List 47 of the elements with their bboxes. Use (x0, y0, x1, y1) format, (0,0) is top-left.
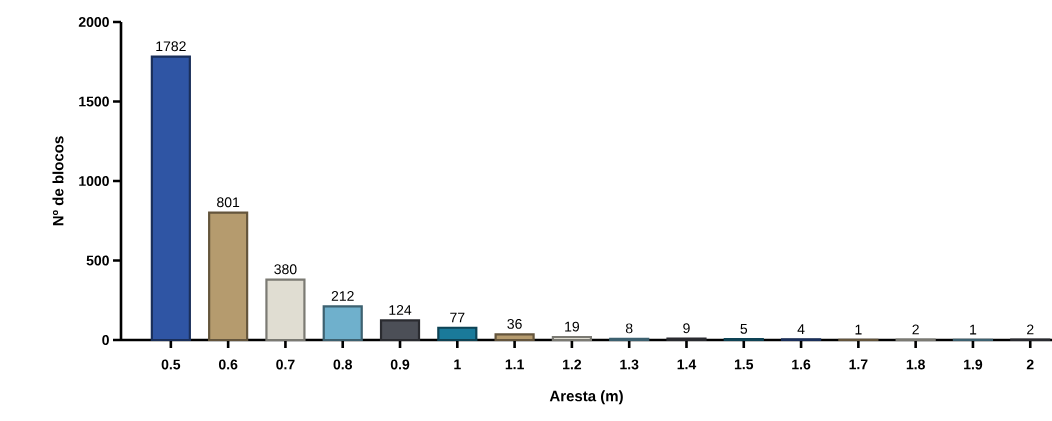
x-tick-label: 0.8 (333, 359, 353, 370)
bar (322, 305, 363, 342)
x-tick-label: 0.7 (276, 359, 295, 370)
x-tick-label: 1.3 (620, 359, 639, 370)
bar (494, 333, 535, 342)
x-tick-label: 0.5 (161, 359, 181, 370)
y-tick-label: 1500 (79, 96, 109, 107)
y-tick-label: 2000 (78, 17, 109, 27)
x-tick-label: 1.5 (734, 359, 754, 370)
y-tick-label: 0 (102, 335, 109, 345)
bar (551, 335, 592, 342)
data-label: 36 (507, 318, 522, 329)
data-label: 19 (565, 321, 580, 332)
x-tick-label: 1.7 (849, 359, 868, 370)
x-tick-label: 1.2 (563, 359, 582, 370)
bar (437, 326, 478, 342)
bar (150, 55, 191, 342)
y-tick-label: 500 (86, 255, 109, 266)
data-label: 8 (625, 323, 633, 334)
x-tick-label: 2 (1026, 359, 1034, 370)
y-axis-title: Nº de blocos (52, 136, 64, 226)
x-tick-label: 1.9 (964, 359, 983, 370)
data-label: 212 (331, 291, 354, 301)
x-tick-label: 1.1 (505, 359, 524, 370)
data-label: 1782 (156, 41, 186, 52)
data-label: 5 (740, 324, 748, 334)
x-tick-label: 0.6 (218, 359, 238, 370)
bar (265, 278, 306, 342)
y-tick-label: 1000 (79, 176, 109, 186)
x-tick-label: 1.8 (906, 359, 925, 370)
x-tick-label: 1.6 (792, 359, 811, 370)
bar (208, 211, 249, 342)
data-label: 4 (797, 324, 805, 334)
x-tick-label: 0.9 (390, 359, 410, 370)
data-label: 380 (274, 264, 297, 275)
data-label: 801 (217, 197, 240, 208)
x-tick-label: 1 (454, 359, 461, 370)
data-label: 2 (1027, 324, 1034, 335)
data-label: 1 (855, 324, 862, 335)
x-axis-title: Aresta (m) (549, 390, 623, 405)
bar (379, 319, 421, 342)
data-label: 2 (912, 324, 919, 335)
data-label: 77 (450, 312, 465, 323)
x-tick-label: 1.4 (677, 359, 697, 370)
data-label: 1 (970, 324, 977, 335)
data-label: 9 (683, 323, 690, 334)
data-label: 124 (389, 305, 412, 315)
